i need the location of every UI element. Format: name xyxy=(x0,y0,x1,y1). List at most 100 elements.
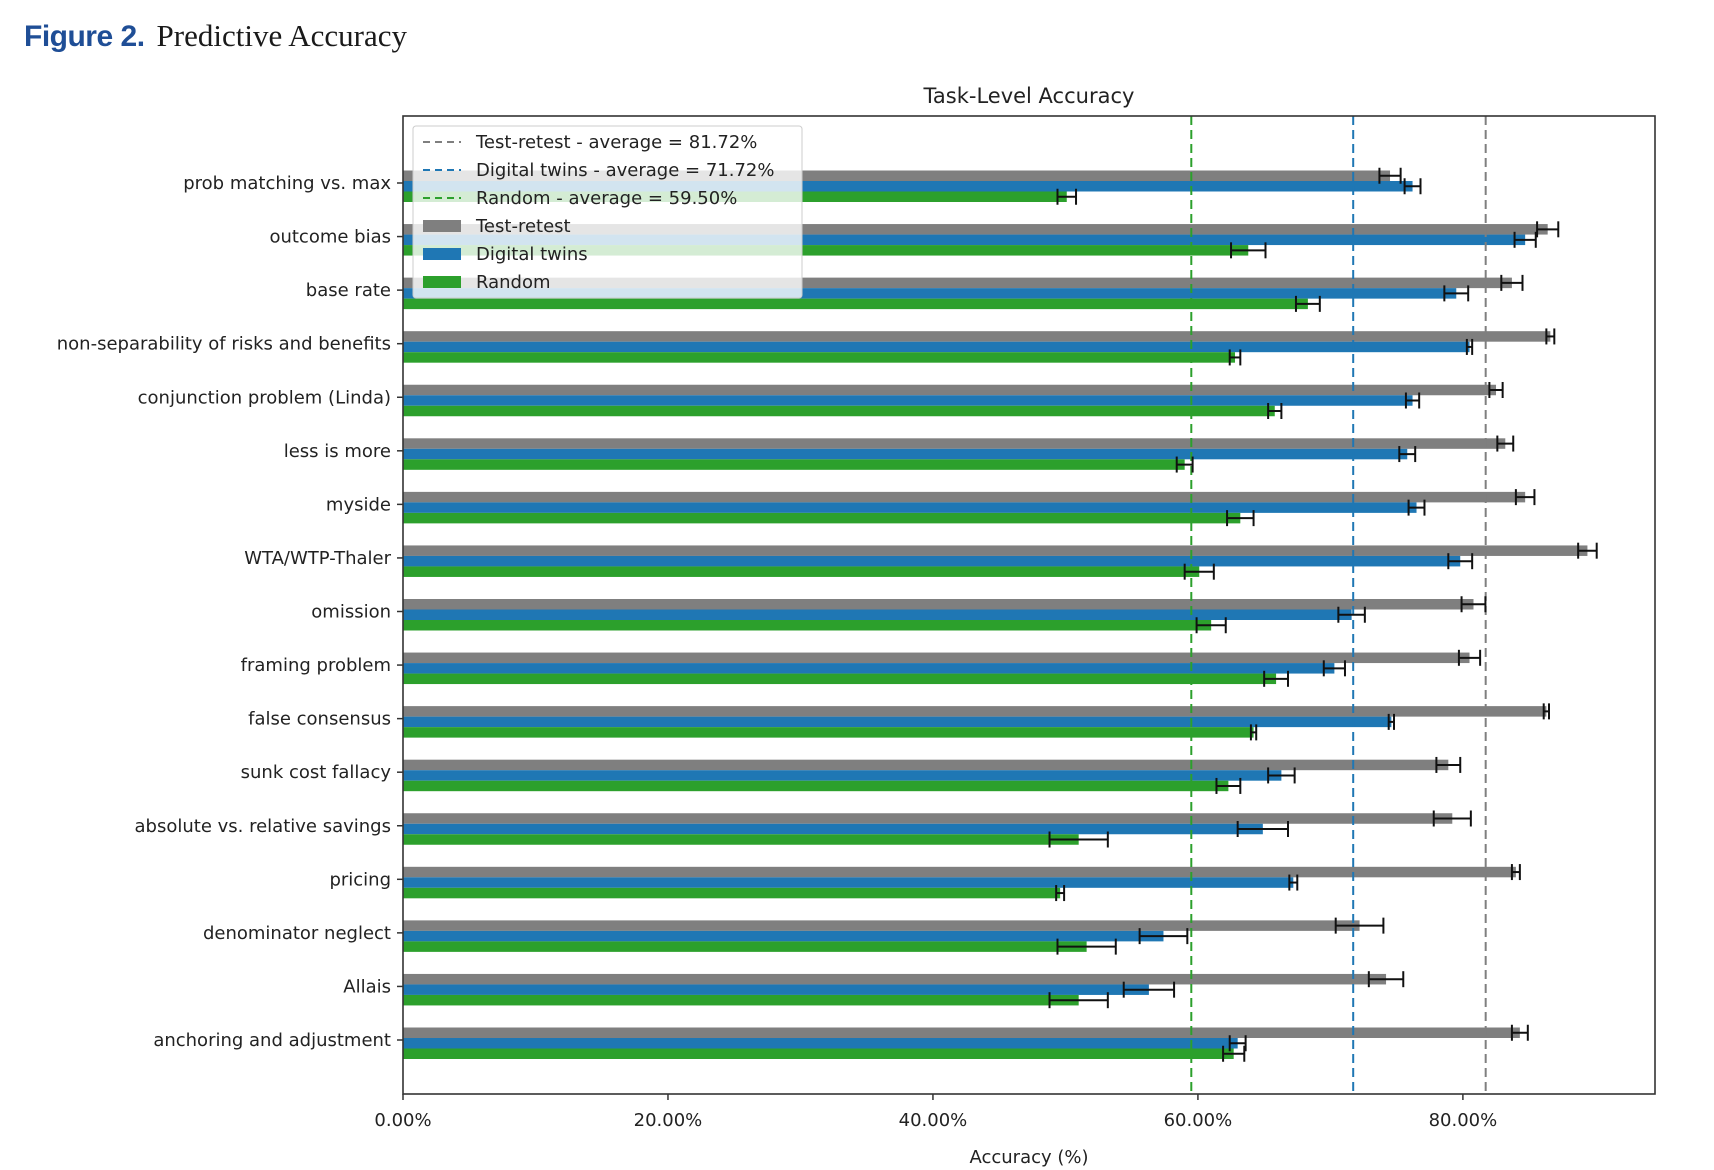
bar-random xyxy=(403,405,1275,417)
error-bar-random xyxy=(1294,295,1321,312)
bar-test-retest xyxy=(403,545,1588,556)
bar-random xyxy=(403,941,1087,952)
error-bar-digital-twins xyxy=(1513,231,1537,248)
plot-frame xyxy=(402,115,1656,1095)
error-bar-test-retest xyxy=(1542,703,1551,720)
bar-digital-twins xyxy=(403,823,1263,835)
error-bar-test-retest xyxy=(1577,542,1598,559)
bar-random xyxy=(403,459,1185,470)
error-bar-random xyxy=(1048,831,1109,848)
bar-digital-twins xyxy=(403,663,1335,674)
bar-digital-twins xyxy=(403,877,1294,888)
bar-test-retest xyxy=(403,491,1526,503)
error-bar-test-retest xyxy=(1510,1024,1529,1041)
reference-lines-layer xyxy=(1190,116,1487,1094)
error-bar-test-retest xyxy=(1334,917,1385,934)
bar-random xyxy=(403,620,1212,631)
error-bar-test-retest xyxy=(1432,810,1472,827)
y-tick-label: pricing xyxy=(329,869,391,890)
bar-test-retest xyxy=(403,652,1470,664)
bar-test-retest xyxy=(403,866,1516,878)
error-bar-random xyxy=(1263,670,1290,687)
error-bar-random xyxy=(1183,563,1215,580)
bar-digital-twins xyxy=(403,555,1461,567)
bar-random xyxy=(403,834,1079,845)
error-bar-random xyxy=(1048,992,1109,1009)
error-bar-digital-twins xyxy=(1288,874,1299,891)
bar-digital-twins xyxy=(403,181,1413,192)
error-bar-random xyxy=(1249,724,1258,741)
error-bar-random xyxy=(1215,777,1242,794)
bar-random xyxy=(403,1048,1234,1059)
bar-test-retest xyxy=(403,1027,1520,1038)
bar-test-retest xyxy=(403,438,1506,449)
error-bar-random xyxy=(1228,349,1242,366)
bar-digital-twins xyxy=(403,1038,1238,1049)
bar-test-retest xyxy=(403,706,1547,717)
bar-random xyxy=(403,994,1079,1006)
bar-test-retest xyxy=(403,599,1474,610)
bar-digital-twins xyxy=(403,770,1282,781)
bar-digital-twins xyxy=(403,341,1470,353)
error-bar-digital-twins xyxy=(1322,660,1346,677)
bar-random xyxy=(403,887,1061,899)
error-bar-test-retest xyxy=(1496,435,1515,452)
y-tick-label: prob matching vs. max xyxy=(183,173,391,194)
legend-patch-swatch xyxy=(423,276,461,288)
y-tick-label: sunk cost fallacy xyxy=(241,762,392,783)
bar-test-retest xyxy=(403,331,1551,342)
error-bar-test-retest xyxy=(1545,328,1556,345)
error-bar-digital-twins xyxy=(1403,178,1422,195)
error-bar-test-retest xyxy=(1514,489,1536,506)
bar-test-retest xyxy=(403,384,1497,396)
error-bar-digital-twins xyxy=(1443,285,1470,302)
y-tick-label: base rate xyxy=(306,280,391,301)
error-bar-random xyxy=(1230,242,1267,259)
legend-label: Test-retest - average = 81.72% xyxy=(475,132,757,153)
bar-test-retest xyxy=(403,813,1453,824)
y-tick-label: non-separability of risks and benefits xyxy=(57,334,391,355)
bar-test-retest xyxy=(403,224,1548,235)
bar-random xyxy=(403,566,1200,577)
chart-title: Task-Level Accuracy xyxy=(923,84,1135,108)
bar-random xyxy=(403,780,1229,792)
error-bar-digital-twins xyxy=(1267,767,1296,784)
error-bar-digital-twins xyxy=(1122,981,1176,998)
error-bar-digital-twins xyxy=(1465,338,1474,355)
legend: Test-retest - average = 81.72% Digital tw… xyxy=(412,125,803,299)
error-bar-test-retest xyxy=(1500,274,1524,291)
y-tick-label: framing problem xyxy=(241,655,391,676)
bar-test-retest xyxy=(403,277,1512,289)
legend-label: Random xyxy=(476,272,551,293)
x-axis: 0.00% 20.00% 40.00% 60.00% 80.00% xyxy=(374,1094,1497,1131)
error-bar-random xyxy=(1195,617,1227,634)
y-tick-label: absolute vs. relative savings xyxy=(135,816,391,837)
y-tick-label: anchoring and adjustment xyxy=(153,1030,391,1051)
bar-digital-twins xyxy=(403,502,1417,513)
error-bar-digital-twins xyxy=(1398,446,1417,463)
x-tick-label: 80.00% xyxy=(1429,1110,1498,1131)
bars-layer xyxy=(403,170,1588,1059)
error-bar-random xyxy=(1175,456,1194,473)
bar-digital-twins xyxy=(403,984,1149,995)
bar-random xyxy=(403,727,1254,738)
error-bar-test-retest xyxy=(1460,596,1487,613)
error-bar-test-retest xyxy=(1536,221,1560,238)
bar-digital-twins xyxy=(403,930,1164,942)
error-bar-test-retest xyxy=(1378,167,1402,184)
x-axis-label: Accuracy (%) xyxy=(969,1147,1088,1168)
error-bar-digital-twins xyxy=(1236,821,1290,837)
error-bar-digital-twins xyxy=(1447,553,1474,570)
legend-label: Test-retest xyxy=(475,216,571,237)
bar-test-retest xyxy=(403,973,1387,985)
y-tick-label: myside xyxy=(326,494,391,515)
error-bar-random xyxy=(1056,188,1078,205)
legend-box xyxy=(412,125,803,299)
bar-digital-twins xyxy=(403,288,1457,299)
x-tick-label: 0.00% xyxy=(374,1110,431,1131)
y-axis: prob matching vs. max outcome bias base ra… xyxy=(57,173,403,1051)
error-bar-random xyxy=(1222,1045,1246,1062)
bar-test-retest xyxy=(403,920,1360,931)
y-tick-label: denominator neglect xyxy=(203,923,391,944)
figure-header: Figure 2. Predictive Accuracy xyxy=(24,18,407,54)
